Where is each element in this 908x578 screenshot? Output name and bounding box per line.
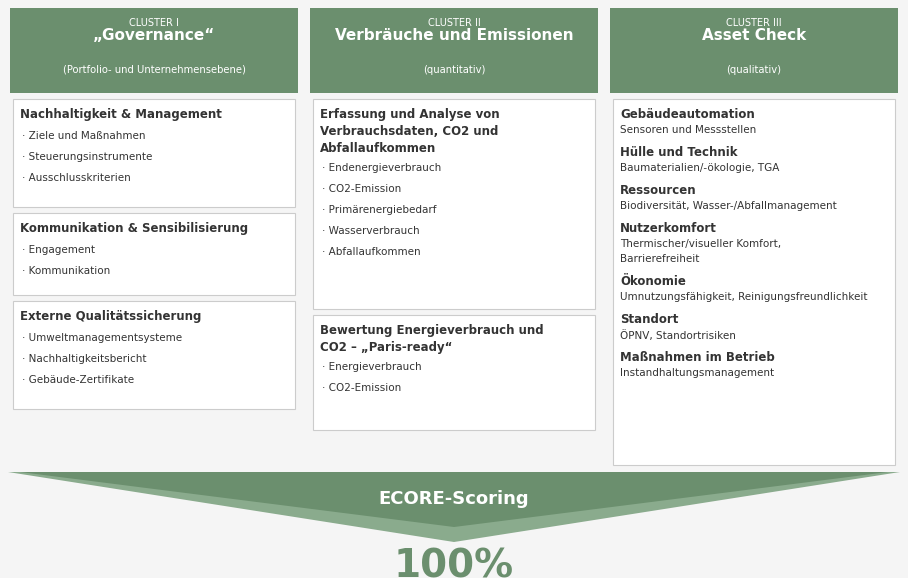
- Text: Biodiversität, Wasser-/Abfallmanagement: Biodiversität, Wasser-/Abfallmanagement: [620, 201, 837, 211]
- Text: CLUSTER II: CLUSTER II: [428, 18, 480, 28]
- Text: Maßnahmen im Betrieb: Maßnahmen im Betrieb: [620, 351, 775, 364]
- Text: Sensoren und Messstellen: Sensoren und Messstellen: [620, 125, 756, 135]
- Text: · Ausschlusskriterien: · Ausschlusskriterien: [22, 173, 131, 183]
- Text: Instandhaltungsmanagement: Instandhaltungsmanagement: [620, 368, 775, 378]
- Text: Nutzerkomfort: Nutzerkomfort: [620, 222, 717, 235]
- Polygon shape: [20, 472, 888, 527]
- Text: Verbrauchsdaten, CO2 und: Verbrauchsdaten, CO2 und: [320, 125, 498, 138]
- Text: · Engagement: · Engagement: [22, 245, 95, 255]
- Text: (Portfolio- und Unternehmensebene): (Portfolio- und Unternehmensebene): [63, 65, 245, 75]
- Text: Ressourcen: Ressourcen: [620, 184, 696, 197]
- Text: · CO2-Emission: · CO2-Emission: [322, 184, 401, 194]
- FancyBboxPatch shape: [13, 213, 295, 295]
- FancyBboxPatch shape: [610, 8, 898, 93]
- Text: Kommunikation & Sensibilisierung: Kommunikation & Sensibilisierung: [20, 222, 248, 235]
- Text: Hülle und Technik: Hülle und Technik: [620, 146, 737, 159]
- FancyBboxPatch shape: [10, 8, 298, 93]
- Text: CO2 – „Paris-ready“: CO2 – „Paris-ready“: [320, 341, 452, 354]
- Text: · Nachhaltigkeitsbericht: · Nachhaltigkeitsbericht: [22, 354, 146, 364]
- Text: Asset Check: Asset Check: [702, 28, 806, 43]
- Text: · Ziele und Maßnahmen: · Ziele und Maßnahmen: [22, 131, 145, 141]
- Text: Ökonomie: Ökonomie: [620, 275, 686, 288]
- FancyBboxPatch shape: [613, 99, 895, 465]
- Text: Barrierefreiheit: Barrierefreiheit: [620, 254, 699, 264]
- FancyBboxPatch shape: [13, 301, 295, 409]
- Text: Externe Qualitätssicherung: Externe Qualitätssicherung: [20, 310, 202, 323]
- FancyBboxPatch shape: [310, 8, 598, 93]
- Polygon shape: [8, 472, 900, 542]
- Text: · Steuerungsinstrumente: · Steuerungsinstrumente: [22, 152, 153, 162]
- Text: · Wasserverbrauch: · Wasserverbrauch: [322, 226, 419, 236]
- FancyBboxPatch shape: [13, 99, 295, 207]
- Text: Standort: Standort: [620, 313, 678, 326]
- Text: CLUSTER I: CLUSTER I: [129, 18, 179, 28]
- Text: Thermischer/visueller Komfort,: Thermischer/visueller Komfort,: [620, 239, 781, 249]
- Text: · Endenergieverbrauch: · Endenergieverbrauch: [322, 163, 441, 173]
- Text: Bewertung Energieverbrauch und: Bewertung Energieverbrauch und: [320, 324, 544, 337]
- Text: · Umweltmanagementsysteme: · Umweltmanagementsysteme: [22, 333, 183, 343]
- Text: (quantitativ): (quantitativ): [423, 65, 485, 75]
- FancyBboxPatch shape: [313, 315, 595, 430]
- Text: Erfassung und Analyse von: Erfassung und Analyse von: [320, 108, 499, 121]
- Text: Nachhaltigkeit & Management: Nachhaltigkeit & Management: [20, 108, 222, 121]
- Text: · Energieverbrauch: · Energieverbrauch: [322, 362, 421, 372]
- Text: CLUSTER III: CLUSTER III: [726, 18, 782, 28]
- Text: Verbräuche und Emissionen: Verbräuche und Emissionen: [335, 28, 573, 43]
- Text: · CO2-Emission: · CO2-Emission: [322, 383, 401, 393]
- Text: · Kommunikation: · Kommunikation: [22, 266, 110, 276]
- Text: „Governance“: „Governance“: [93, 28, 215, 43]
- Text: ÖPNV, Standortrisiken: ÖPNV, Standortrisiken: [620, 330, 735, 341]
- Text: 100%: 100%: [394, 548, 514, 578]
- Text: Baumaterialien/-ökologie, TGA: Baumaterialien/-ökologie, TGA: [620, 163, 779, 173]
- FancyBboxPatch shape: [313, 99, 595, 309]
- Text: · Abfallaufkommen: · Abfallaufkommen: [322, 247, 420, 257]
- Text: Abfallaufkommen: Abfallaufkommen: [320, 142, 436, 155]
- Text: · Primärenergiebedarf: · Primärenergiebedarf: [322, 205, 437, 215]
- Text: · Gebäude-Zertifikate: · Gebäude-Zertifikate: [22, 375, 134, 385]
- Text: Gebäudeautomation: Gebäudeautomation: [620, 108, 755, 121]
- Text: Umnutzungsfähigkeit, Reinigungsfreundlichkeit: Umnutzungsfähigkeit, Reinigungsfreundlic…: [620, 292, 867, 302]
- Text: ECORE-Scoring: ECORE-Scoring: [379, 490, 529, 508]
- Text: (qualitativ): (qualitativ): [726, 65, 782, 75]
